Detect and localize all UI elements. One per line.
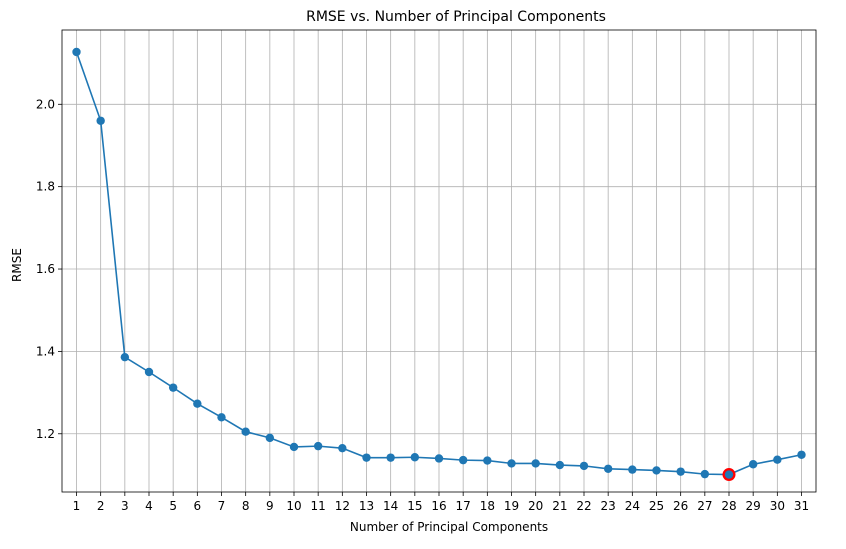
data-point <box>507 459 516 468</box>
x-tick-label: 30 <box>770 499 785 513</box>
x-tick-label: 29 <box>746 499 761 513</box>
data-point <box>797 450 806 459</box>
y-tick-label: 1.8 <box>36 180 55 194</box>
x-tick-label: 17 <box>456 499 471 513</box>
data-point <box>773 455 782 464</box>
x-tick-label: 24 <box>625 499 640 513</box>
data-point <box>72 47 81 57</box>
data-point <box>700 469 710 479</box>
x-tick-label: 23 <box>601 499 616 513</box>
data-point <box>193 399 202 408</box>
data-point <box>386 453 395 462</box>
x-axis-title: Number of Principal Components <box>350 520 548 534</box>
data-point <box>362 453 371 462</box>
data-point <box>531 459 540 468</box>
x-tick-label: 1 <box>73 499 81 513</box>
chart-title: RMSE vs. Number of Principal Components <box>306 9 606 25</box>
data-point <box>628 465 637 474</box>
y-axis-title: RMSE <box>10 248 24 282</box>
x-tick-label: 26 <box>673 499 688 513</box>
x-tick-label: 3 <box>121 499 129 513</box>
y-tick-label: 1.6 <box>36 262 55 276</box>
data-point <box>217 413 226 422</box>
minimum-data-point <box>724 470 734 479</box>
data-point <box>289 442 299 452</box>
x-tick-label: 31 <box>794 499 809 513</box>
x-tick-label: 14 <box>383 499 398 513</box>
data-point <box>313 441 323 451</box>
x-tick-label: 9 <box>266 499 274 513</box>
data-point <box>410 453 420 462</box>
data-point <box>120 352 130 362</box>
data-point <box>144 367 154 377</box>
data-point <box>96 116 105 125</box>
data-point <box>241 427 250 436</box>
x-tick-label: 15 <box>407 499 422 513</box>
data-point <box>458 455 468 465</box>
x-tick-label: 21 <box>552 499 567 513</box>
x-tick-label: 27 <box>697 499 712 513</box>
data-point <box>555 460 565 470</box>
x-tick-label: 13 <box>359 499 374 513</box>
data-point <box>579 461 589 471</box>
data-point <box>338 443 347 453</box>
x-tick-label: 22 <box>576 499 591 513</box>
data-point <box>434 454 444 463</box>
x-tick-label: 8 <box>242 499 250 513</box>
x-tick-label: 4 <box>145 499 153 513</box>
x-tick-label: 5 <box>169 499 177 513</box>
x-tick-label: 2 <box>97 499 105 513</box>
x-tick-label: 25 <box>649 499 664 513</box>
x-tick-label: 7 <box>218 499 226 513</box>
axes: 1 2 3 4 5 6 7 8 9 10 11 12 13 14 15 16 17 18 19 20 21 22 23 24 2… <box>36 29 817 513</box>
x-tick-label: 10 <box>286 499 301 513</box>
data-point <box>168 383 178 392</box>
data-point <box>265 433 275 443</box>
x-tick-label: 12 <box>335 499 350 513</box>
x-tick-label: 20 <box>528 499 543 513</box>
x-tick-label: 18 <box>480 499 495 513</box>
data-point <box>748 460 758 469</box>
x-tick-label: 28 <box>721 499 736 513</box>
data-point <box>652 466 661 475</box>
data-point <box>603 464 613 473</box>
data-point <box>483 456 492 465</box>
x-tick-label: 19 <box>504 499 519 513</box>
data-point <box>676 467 685 476</box>
y-tick-label: 1.2 <box>36 427 55 441</box>
y-tick-label: 1.4 <box>36 344 55 358</box>
data-layer <box>72 47 806 482</box>
x-tick-label: 6 <box>194 499 202 513</box>
x-tick-label: 16 <box>431 499 446 513</box>
y-tick-label: 2.0 <box>36 97 55 111</box>
grid <box>62 30 816 492</box>
x-tick-label: 11 <box>311 499 326 513</box>
